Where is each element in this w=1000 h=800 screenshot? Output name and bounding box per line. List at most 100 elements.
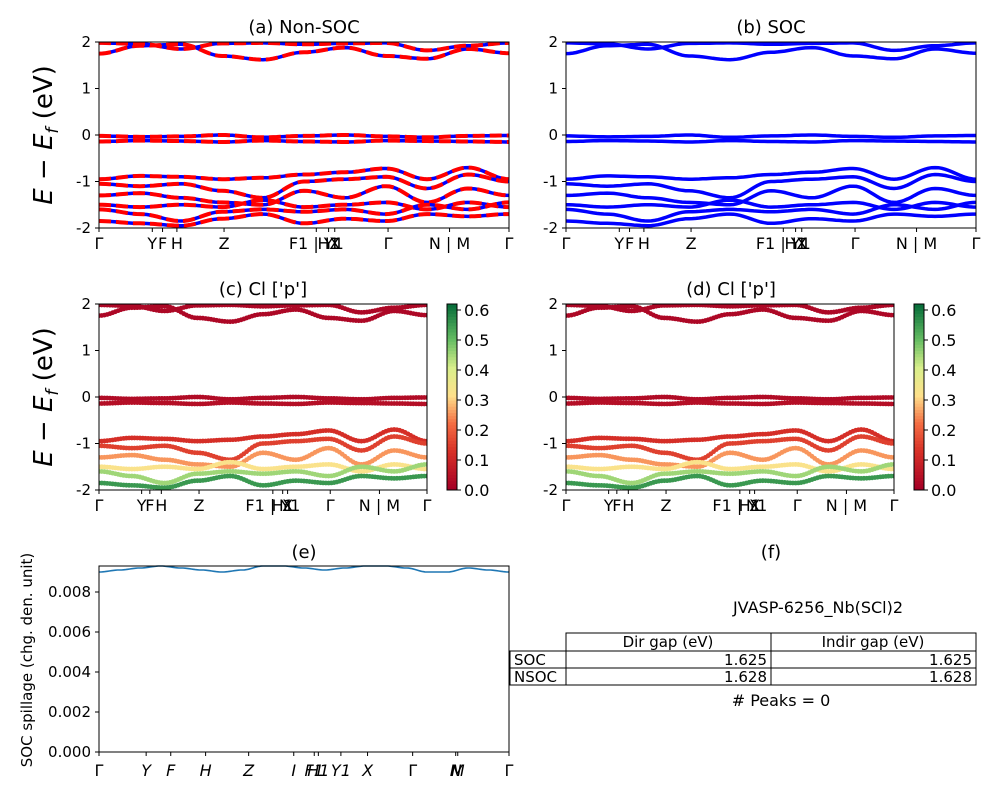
x-tick-label: F <box>612 496 621 515</box>
panel-e-title: (e) <box>291 542 316 563</box>
colorbar-segment <box>447 369 457 373</box>
band-point <box>424 395 427 400</box>
table-row-nsoc-indir: 1.628 <box>929 668 972 686</box>
colorbar-segment <box>447 412 457 417</box>
x-tick-label: Y <box>141 761 152 780</box>
table-row-nsoc-dir: 1.628 <box>724 668 767 686</box>
x-tick-label: H1 <box>307 761 329 780</box>
colorbar-segment <box>914 375 924 379</box>
colorbar-segment <box>447 310 457 314</box>
x-tick-label: Y <box>136 496 147 515</box>
x-tick-label: Y1 <box>331 761 351 780</box>
colorbar-segment <box>447 400 457 404</box>
colorbar-segment <box>447 403 457 407</box>
x-tick-label: Z <box>194 496 205 515</box>
colorbar-segment <box>914 474 924 479</box>
x-tick-label: F1 | Y1 <box>245 496 300 515</box>
colorbar-frame <box>446 303 458 491</box>
colorbar-segment <box>447 378 457 382</box>
x-tick-label: Γ <box>326 496 335 515</box>
colorbar-segment <box>447 483 457 488</box>
panel-f-title: (f) <box>761 542 781 563</box>
x-tick-label: Γ <box>793 496 802 515</box>
plot-area <box>566 42 976 228</box>
y-tick-label: 0.008 <box>48 583 91 601</box>
colorbar-tick-label: 0.3 <box>464 391 489 410</box>
x-tick-label: X <box>749 496 760 515</box>
table-row-soc-label: SOC <box>514 651 546 669</box>
colorbar-segment <box>914 310 924 314</box>
colorbar-segment <box>447 424 457 429</box>
x-tick-label: Z <box>661 496 672 515</box>
panel-f-peaks: # Peaks = 0 <box>732 691 831 710</box>
colorbar-segment <box>447 338 457 342</box>
band-point <box>424 312 427 318</box>
y-tick-label: 0 <box>548 388 558 406</box>
colorbar-segment <box>447 331 457 336</box>
colorbar-segment <box>914 428 924 432</box>
colorbar-segment <box>447 344 457 348</box>
colorbar-segment <box>914 437 924 441</box>
ylabel-spillage: SOC spillage (chg. den. unit) <box>18 553 36 768</box>
colorbar-segment <box>447 446 457 451</box>
colorbar-segment <box>447 459 457 463</box>
colorbar-segment <box>447 434 457 438</box>
band-point <box>424 455 427 460</box>
colorbar-segment <box>914 384 924 389</box>
y-tick-label: 1 <box>81 342 91 360</box>
colorbar-segment <box>914 350 924 355</box>
band-line <box>566 42 976 53</box>
table-header-indir: Indir gap (eV) <box>822 633 925 651</box>
colorbar-segment <box>447 486 457 491</box>
colorbar-segment <box>447 366 457 370</box>
y-tick-label: -1 <box>543 435 558 453</box>
colorbar-segment <box>914 387 924 392</box>
band-point <box>424 473 427 479</box>
band-line <box>566 184 976 207</box>
colorbar-segment <box>447 387 457 392</box>
band-point <box>424 304 427 308</box>
colorbar-segment <box>914 431 924 435</box>
x-tick-label: Γ <box>562 234 571 253</box>
x-tick-label: H1 <box>272 496 294 515</box>
colorbar-tick-label: 0.0 <box>464 481 489 500</box>
band-line-dashed <box>99 200 509 224</box>
colorbar-tick-label: 0.1 <box>464 451 489 470</box>
colorbar-segment <box>914 483 924 488</box>
colorbar-segment <box>914 403 924 407</box>
colorbar-segment <box>914 477 924 482</box>
y-tick-label: -2 <box>543 481 558 499</box>
x-tick-label: F1 | Y1 <box>289 234 344 253</box>
colorbar-segment <box>914 486 924 491</box>
x-tick-label: H <box>622 496 634 515</box>
colorbar-segment <box>914 347 924 351</box>
x-tick-label: X <box>796 234 807 253</box>
colorbar-segment <box>447 455 457 460</box>
colorbar-d: 0.0 0.1 0.2 0.3 0.4 0.5 0.6 <box>913 301 956 500</box>
colorbar-segment <box>914 480 924 485</box>
colorbar-segment <box>447 313 457 317</box>
y-tick-label: 2 <box>548 33 558 51</box>
band-point <box>424 462 427 467</box>
colorbar-segment <box>914 424 924 429</box>
colorbar-segment <box>914 446 924 451</box>
band-line-dashed <box>99 212 509 228</box>
plot-area <box>99 42 509 228</box>
x-tick-label: Z <box>242 761 255 780</box>
colorbar-segment <box>447 372 457 376</box>
x-tick-label: Γ <box>423 496 432 515</box>
colorbar-segment <box>914 390 924 395</box>
x-tick-label: Y <box>146 234 157 253</box>
colorbar-segment <box>447 356 457 361</box>
colorbar-segment <box>914 455 924 460</box>
x-tick-label: Γ <box>505 234 514 253</box>
table-row-soc-indir: 1.625 <box>929 651 972 669</box>
colorbar-segment <box>447 304 457 308</box>
x-tick-label: F <box>145 496 154 515</box>
y-tick-label: 1 <box>548 80 558 98</box>
colorbar-segment <box>914 400 924 404</box>
colorbar-segment <box>447 415 457 420</box>
colorbar-segment <box>447 452 457 457</box>
